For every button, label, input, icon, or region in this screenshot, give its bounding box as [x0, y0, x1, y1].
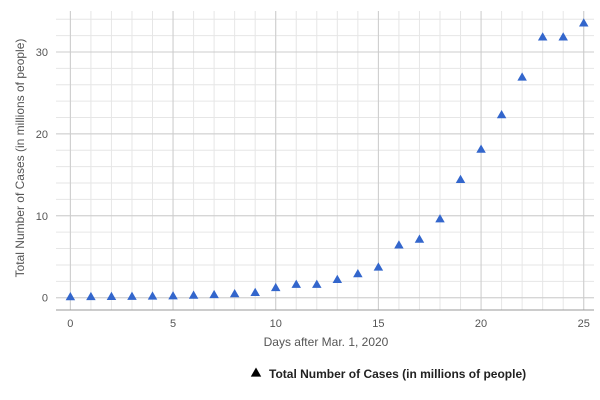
data-point: [353, 268, 363, 278]
x-tick-label: 5: [170, 318, 176, 330]
data-point: [65, 291, 76, 301]
y-tick-label: 20: [36, 129, 48, 141]
data-point: [229, 289, 240, 298]
tick-labels: 0 5 10 15 20 25 0 10 20 30: [36, 47, 590, 330]
data-point: [168, 291, 178, 300]
data-point: [476, 144, 486, 153]
data-point: [578, 18, 589, 27]
y-tick-label: 30: [36, 47, 48, 59]
x-tick-label: 0: [67, 318, 73, 330]
y-axis-title: Total Number of Cases (in millions of pe…: [13, 39, 27, 278]
x-axis-title: Days after Mar. 1, 2020: [264, 335, 389, 349]
data-point: [496, 110, 507, 119]
legend: Total Number of Cases (in millions of pe…: [250, 367, 526, 381]
legend-marker: [250, 367, 262, 377]
data-point: [291, 279, 302, 288]
y-tick-label: 10: [36, 211, 48, 223]
data-point: [455, 174, 466, 184]
data-point: [106, 291, 117, 301]
data-point: [373, 262, 384, 271]
y-tick-label: 0: [42, 293, 48, 305]
x-tick-label: 15: [372, 318, 384, 330]
data-point: [312, 279, 322, 288]
data-point: [86, 291, 96, 301]
x-tick-label: 25: [578, 318, 590, 330]
data-point: [332, 274, 343, 283]
data-point: [127, 291, 137, 300]
data-points: [65, 18, 589, 301]
data-point: [517, 72, 527, 81]
data-point: [147, 291, 158, 300]
data-point: [188, 290, 199, 299]
x-tick-label: 10: [270, 318, 282, 330]
data-point: [270, 282, 281, 292]
x-tick-label: 20: [475, 318, 487, 330]
data-point: [394, 240, 404, 249]
data-point: [250, 287, 260, 297]
chart-grid: [56, 11, 594, 310]
data-point: [435, 214, 445, 223]
data-point: [414, 234, 425, 243]
data-point: [537, 32, 548, 41]
data-point: [558, 32, 568, 41]
legend-label: Total Number of Cases (in millions of pe…: [269, 367, 526, 381]
data-point: [209, 289, 219, 299]
